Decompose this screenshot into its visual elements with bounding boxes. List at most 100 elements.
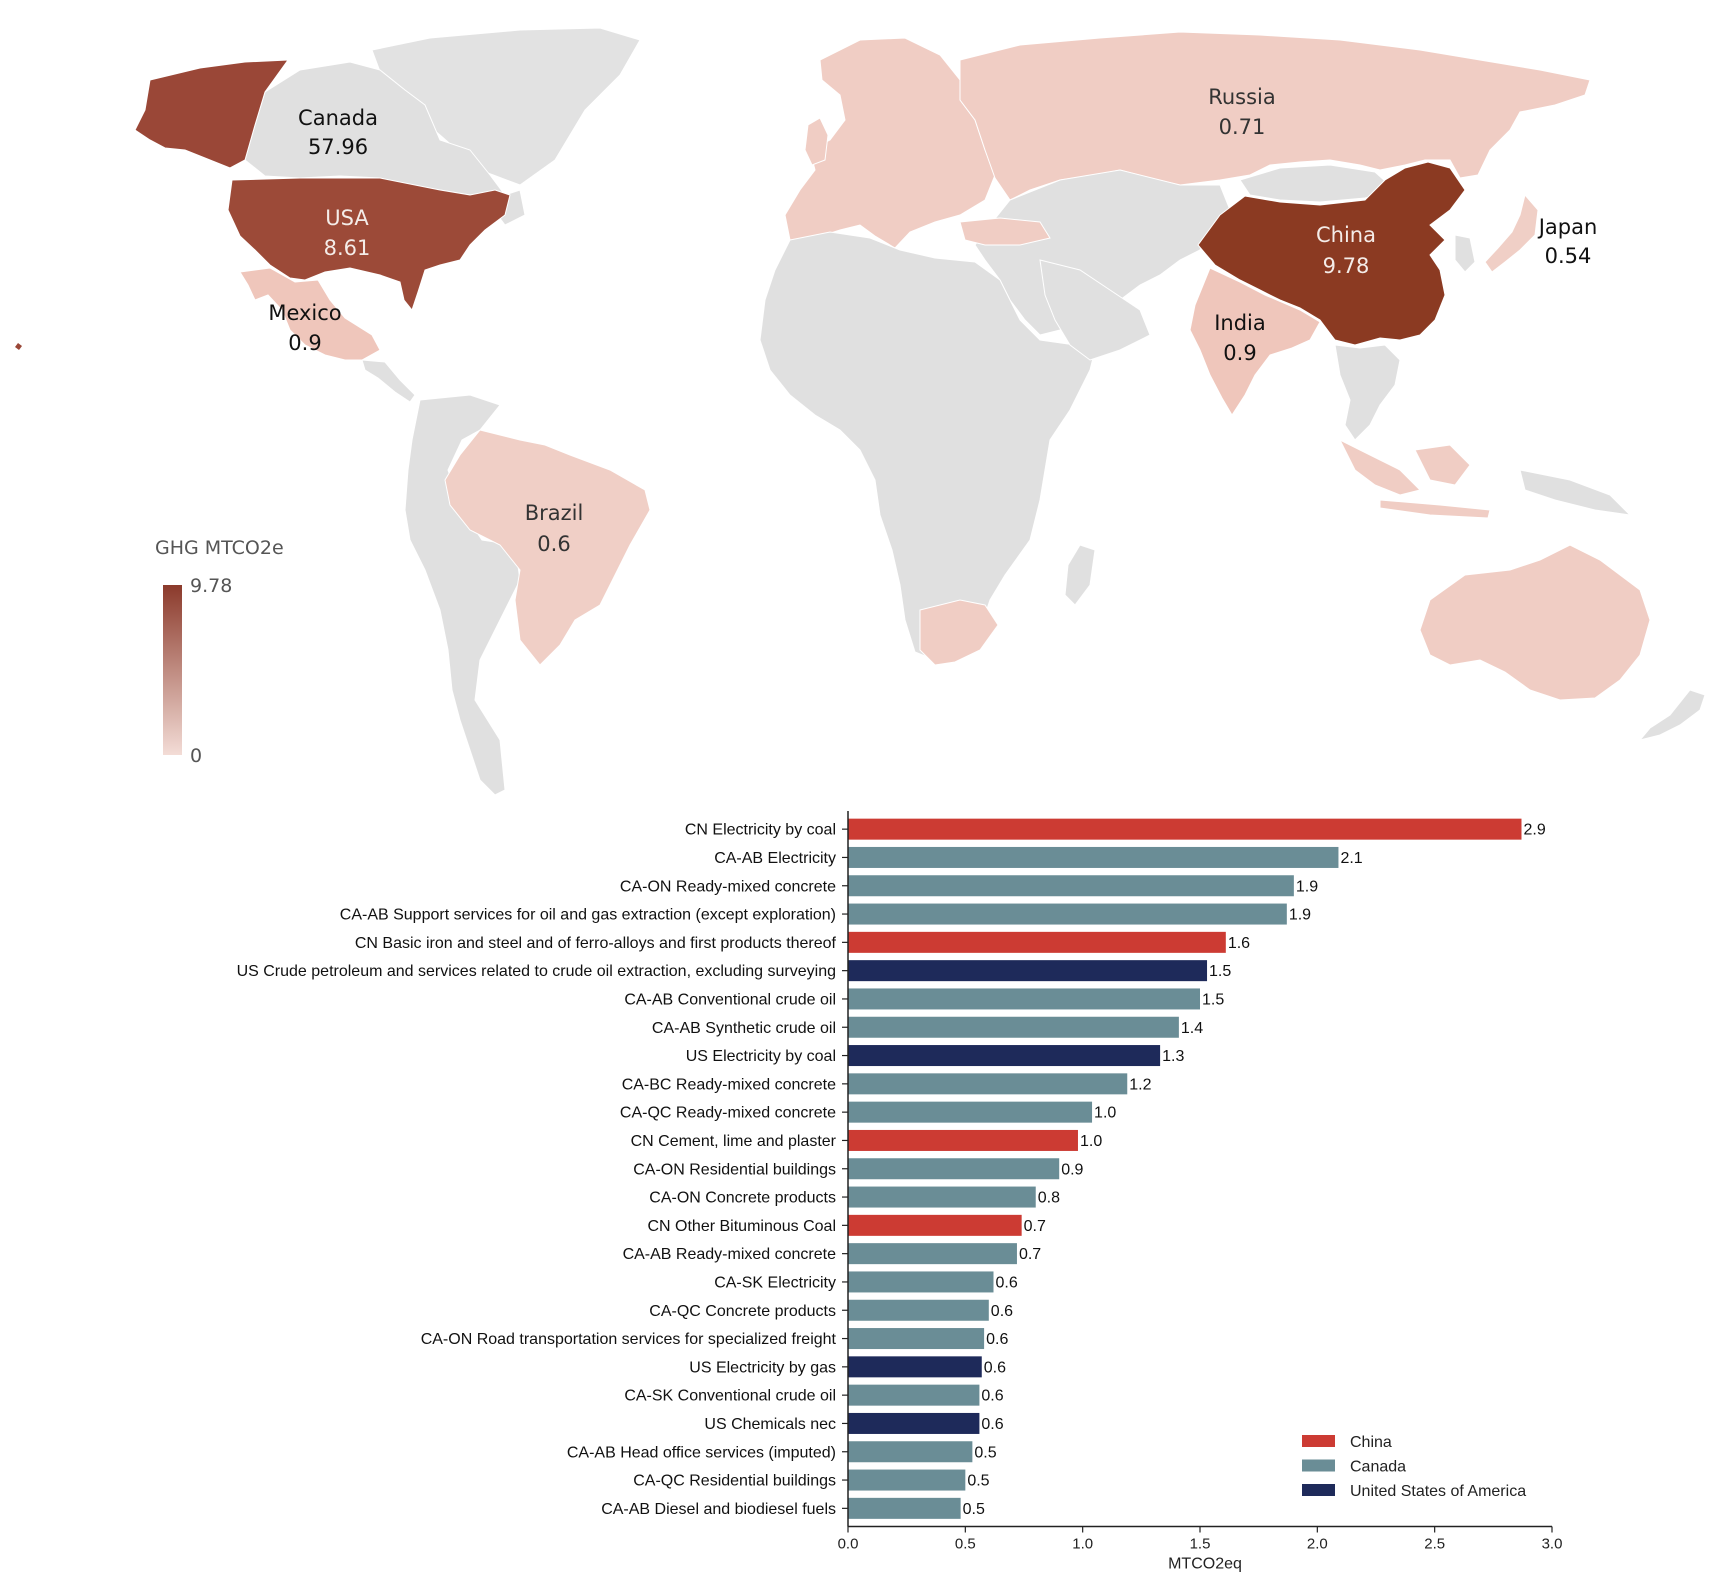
category-label: CA-AB Diesel and biodiesel fuels bbox=[601, 1501, 836, 1518]
category-label: CA-ON Concrete products bbox=[649, 1190, 836, 1207]
korea-shape bbox=[1454, 234, 1476, 273]
africa-shape bbox=[759, 231, 1101, 661]
map-label-japan-name: Japan bbox=[1537, 215, 1598, 239]
bar bbox=[848, 1045, 1161, 1067]
value-label: 0.6 bbox=[984, 1359, 1006, 1376]
colorbar: GHG MTCO2e 9.78 0 bbox=[155, 537, 284, 767]
x-tick-label: 1.0 bbox=[1072, 1536, 1093, 1553]
value-label: 0.5 bbox=[967, 1473, 989, 1490]
arabia-shape bbox=[1039, 259, 1151, 361]
value-label: 0.7 bbox=[1019, 1246, 1041, 1263]
legend-swatch bbox=[1302, 1435, 1335, 1447]
value-label: 1.2 bbox=[1129, 1076, 1151, 1093]
colorbar-min-label: 0 bbox=[190, 745, 202, 767]
category-label: CA-ON Road transportation services for s… bbox=[421, 1331, 837, 1348]
category-label: CA-QC Ready-mixed concrete bbox=[620, 1105, 836, 1122]
value-label: 1.0 bbox=[1080, 1133, 1102, 1150]
legend: China Canada United States of America bbox=[1302, 1434, 1526, 1500]
turkey-shape bbox=[959, 217, 1051, 246]
bars-layer bbox=[842, 818, 1522, 1519]
value-label: 1.9 bbox=[1289, 907, 1311, 924]
category-label: CA-SK Electricity bbox=[714, 1274, 836, 1291]
bar bbox=[848, 1328, 985, 1350]
x-tick-label: 2.0 bbox=[1307, 1536, 1328, 1553]
map-label-russia-value: 0.71 bbox=[1219, 115, 1266, 139]
map-label-china-name: China bbox=[1316, 223, 1376, 247]
x-axis-title: MTCO2eq bbox=[1168, 1556, 1242, 1573]
map-label-japan-value: 0.54 bbox=[1545, 244, 1592, 268]
map-label-usa-value: 8.61 bbox=[324, 236, 371, 260]
map-label-usa-name: USA bbox=[325, 206, 369, 230]
map-label-china-value: 9.78 bbox=[1323, 254, 1370, 278]
category-label: CA-ON Residential buildings bbox=[633, 1161, 836, 1178]
category-label: CA-QC Concrete products bbox=[649, 1303, 836, 1320]
bar bbox=[848, 1214, 1022, 1236]
colorbar-max-label: 9.78 bbox=[190, 575, 232, 597]
bar bbox=[848, 1243, 1017, 1265]
category-label: CA-BC Ready-mixed concrete bbox=[622, 1076, 836, 1093]
legend-label: Canada bbox=[1350, 1459, 1406, 1476]
legend-label: United States of America bbox=[1350, 1483, 1526, 1500]
value-label: 0.6 bbox=[981, 1388, 1003, 1405]
value-label: 0.9 bbox=[1061, 1161, 1083, 1178]
colorbar-title: GHG MTCO2e bbox=[155, 537, 284, 559]
category-label: US Electricity by gas bbox=[689, 1359, 836, 1376]
southeast-asia-shape bbox=[1334, 344, 1401, 441]
bar bbox=[848, 1073, 1128, 1095]
hawaii-shape bbox=[15, 343, 22, 350]
category-label: CA-AB Electricity bbox=[714, 850, 836, 867]
colorbar-gradient bbox=[163, 585, 182, 755]
value-label: 1.4 bbox=[1181, 1020, 1203, 1037]
new-guinea-shape bbox=[1519, 469, 1632, 516]
category-label: CA-AB Head office services (imputed) bbox=[567, 1444, 836, 1461]
uk-shape bbox=[804, 117, 829, 166]
category-label: CN Cement, lime and plaster bbox=[631, 1133, 837, 1150]
brazil-shape bbox=[444, 429, 651, 666]
value-label: 2.1 bbox=[1340, 850, 1362, 867]
bar bbox=[848, 1441, 973, 1463]
category-label: CA-QC Residential buildings bbox=[633, 1473, 836, 1490]
australia-shape bbox=[1419, 544, 1651, 701]
india-shape bbox=[1189, 267, 1321, 416]
category-label: CN Basic iron and steel and of ferro-all… bbox=[355, 935, 837, 952]
bar bbox=[848, 903, 1287, 925]
category-label: CA-AB Support services for oil and gas e… bbox=[340, 907, 836, 924]
value-label: 2.9 bbox=[1523, 822, 1545, 839]
bar bbox=[848, 818, 1522, 840]
value-label: 0.6 bbox=[986, 1331, 1008, 1348]
value-label: 0.8 bbox=[1038, 1190, 1060, 1207]
legend-label: China bbox=[1350, 1434, 1392, 1451]
bar bbox=[848, 1158, 1060, 1180]
bar bbox=[848, 1384, 980, 1406]
bar-chart: CN Electricity by coal CA-AB Electricity C… bbox=[237, 811, 1562, 1573]
category-label: US Electricity by coal bbox=[686, 1048, 836, 1065]
bar bbox=[848, 846, 1339, 868]
value-label: 0.6 bbox=[995, 1274, 1017, 1291]
category-label: US Crude petroleum and services related … bbox=[237, 963, 836, 980]
usa-shape bbox=[227, 177, 511, 312]
value-label: 1.3 bbox=[1162, 1048, 1184, 1065]
legend-swatch bbox=[1302, 1459, 1335, 1472]
mexico-shape bbox=[239, 267, 381, 361]
bar bbox=[848, 960, 1208, 982]
value-label: 1.6 bbox=[1228, 935, 1250, 952]
x-tick-label: 1.5 bbox=[1190, 1536, 1211, 1553]
map-label-canada-value: 57.96 bbox=[308, 135, 368, 159]
value-label: 0.5 bbox=[963, 1501, 985, 1518]
map-label-india-name: India bbox=[1214, 311, 1266, 335]
bar bbox=[848, 1299, 989, 1321]
world-map bbox=[15, 27, 1706, 796]
russia-shape bbox=[959, 31, 1591, 201]
new-zealand-shape bbox=[1638, 689, 1706, 741]
indonesia-shape bbox=[1338, 438, 1421, 496]
x-tick-label: 0.5 bbox=[955, 1536, 976, 1553]
value-label: 1.0 bbox=[1094, 1105, 1116, 1122]
bar bbox=[848, 1129, 1078, 1151]
category-label: CN Other Bituminous Coal bbox=[647, 1218, 836, 1235]
map-label-russia-name: Russia bbox=[1208, 85, 1276, 109]
value-labels: 2.92.11.91.91.61.51.51.41.31.21.01.00.90… bbox=[963, 822, 1546, 1518]
map-label-brazil-name: Brazil bbox=[525, 501, 584, 525]
x-tick-label: 0.0 bbox=[838, 1536, 859, 1553]
borneo-shape bbox=[1414, 444, 1471, 486]
